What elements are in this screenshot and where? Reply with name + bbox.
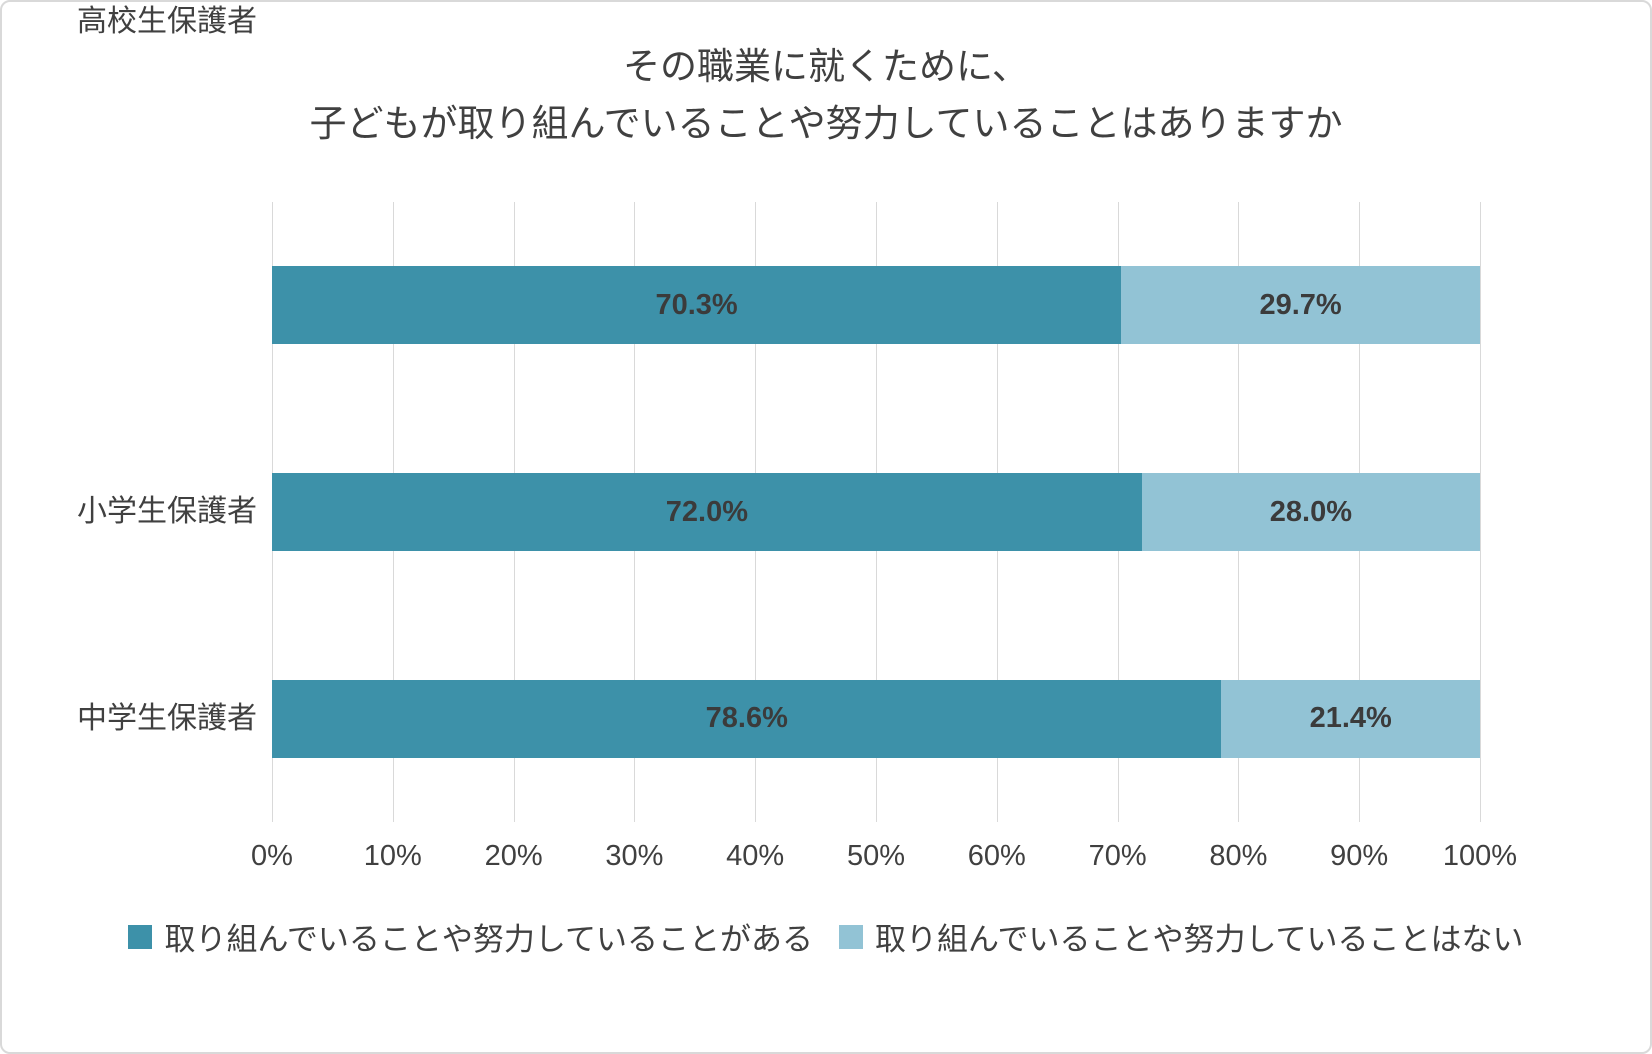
x-tick-label: 40%	[726, 840, 785, 872]
x-tick-label: 30%	[605, 840, 664, 872]
gridline	[1480, 202, 1481, 822]
x-tick-label: 20%	[484, 840, 543, 872]
bar-value-label: 21.4%	[1309, 702, 1392, 735]
bar-segment-no-effort: 29.7%	[1121, 266, 1480, 345]
category-label-high-school: 高校生保護者	[77, 5, 257, 38]
legend-swatch-no-effort	[839, 924, 863, 949]
x-tick-label: 90%	[1330, 840, 1389, 872]
plot-area: 70.3% 29.7% 72.0% 28.0% 78.6%	[272, 202, 1481, 822]
category-label-junior-high: 中学生保護者	[77, 702, 257, 735]
x-tick-label: 60%	[967, 840, 1026, 872]
legend-label-has-effort: 取り組んでいることや努力していることがある	[164, 922, 813, 957]
bar-segment-no-effort: 21.4%	[1221, 679, 1480, 758]
bar-value-label: 78.6%	[705, 702, 788, 735]
bar-row-elementary: 70.3% 29.7%	[272, 202, 1480, 409]
bar-segment-no-effort: 28.0%	[1141, 473, 1480, 551]
legend: 取り組んでいることや努力していることがある 取り組んでいることや努力していること…	[2, 914, 1650, 959]
bar-value-label: 29.7%	[1259, 288, 1342, 321]
x-tick-label: 50%	[846, 840, 906, 872]
stacked-bar: 78.6% 21.4%	[272, 679, 1480, 758]
chart-title-line-2: 子どもが取り組んでいることや努力していることはありますか	[309, 103, 1343, 145]
stacked-bar: 72.0% 28.0%	[272, 473, 1480, 551]
bar-segment-has-effort: 78.6%	[272, 679, 1222, 758]
category-label-elementary: 小学生保護者	[77, 495, 257, 528]
bar-row-high-school: 78.6% 21.4%	[272, 615, 1480, 822]
bar-value-label: 28.0%	[1269, 495, 1352, 528]
bar-value-label: 72.0%	[665, 495, 748, 528]
x-axis: 0% 10% 20% 30% 40% 50% 60% 70% 80% 90% 100%	[251, 840, 1517, 882]
bar-segment-has-effort: 70.3%	[272, 266, 1122, 345]
x-tick-label: 0%	[251, 840, 293, 872]
bar-value-label: 70.3%	[655, 288, 738, 321]
chart-title: その職業に就くために、 子どもが取り組んでいることや努力していることはありますか	[2, 38, 1650, 153]
legend-swatch-has-effort	[128, 924, 153, 949]
legend-item-no-effort: 取り組んでいることや努力していることはない	[839, 914, 1524, 959]
x-tick-label: 100%	[1442, 840, 1518, 872]
chart-title-line-1: その職業に就くために、	[623, 46, 1029, 87]
x-tick-label: 70%	[1088, 840, 1147, 872]
legend-label-no-effort: 取り組んでいることや努力していることはない	[875, 922, 1524, 957]
stacked-bar: 70.3% 29.7%	[272, 266, 1480, 345]
x-tick-label: 10%	[363, 840, 422, 872]
x-tick-label: 80%	[1209, 840, 1268, 872]
bar-row-junior-high: 72.0% 28.0%	[272, 409, 1480, 616]
legend-item-has-effort: 取り組んでいることや努力していることがある	[128, 914, 813, 959]
bar-segment-has-effort: 72.0%	[272, 473, 1142, 551]
